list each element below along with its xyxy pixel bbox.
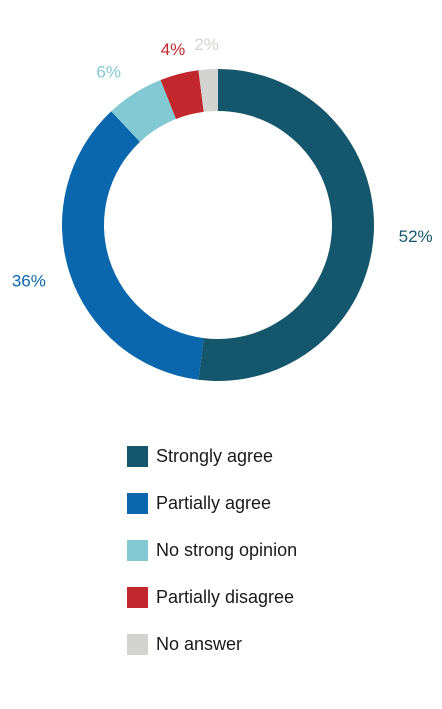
- donut-slices: [61, 69, 374, 381]
- slice-strongly-agree: [198, 69, 374, 381]
- slice-label-no-strong-opinion: 6%: [96, 63, 121, 82]
- slice-partially-disagree: [160, 70, 204, 120]
- slice-no-answer: [198, 69, 218, 112]
- legend-item-no-strong-opinion: No strong opinion: [127, 537, 297, 563]
- legend-item-partially-agree: Partially agree: [127, 490, 297, 516]
- donut-chart: 52% 36% 6% 4% 2%: [12, 35, 433, 381]
- legend-label: Partially disagree: [156, 586, 295, 607]
- legend-swatch: [127, 445, 148, 467]
- slice-partially-agree: [61, 111, 204, 380]
- legend-label: No strong opinion: [156, 539, 298, 560]
- legend-label: No answer: [156, 633, 243, 654]
- slice-label-no-answer: 2%: [194, 35, 219, 54]
- slice-label-strongly-agree: 52%: [399, 227, 433, 246]
- legend-item-no-answer: No answer: [127, 631, 297, 657]
- legend-swatch: [127, 586, 148, 608]
- legend-swatch: [127, 539, 148, 561]
- legend-swatch: [127, 633, 148, 655]
- legend-item-partially-disagree: Partially disagree: [127, 584, 297, 610]
- slice-label-partially-agree: 36%: [12, 271, 46, 290]
- legend-swatch: [127, 492, 148, 514]
- legend-label: Partially agree: [156, 492, 272, 513]
- slice-no-strong-opinion: [111, 79, 177, 142]
- slice-label-partially-disagree: 4%: [161, 40, 186, 59]
- legend-item-strongly-agree: Strongly agree: [127, 443, 297, 469]
- legend: Strongly agree Partially agree No strong…: [127, 443, 297, 657]
- legend-label: Strongly agree: [156, 445, 274, 466]
- slice-labels: 52% 36% 6% 4% 2%: [12, 35, 433, 291]
